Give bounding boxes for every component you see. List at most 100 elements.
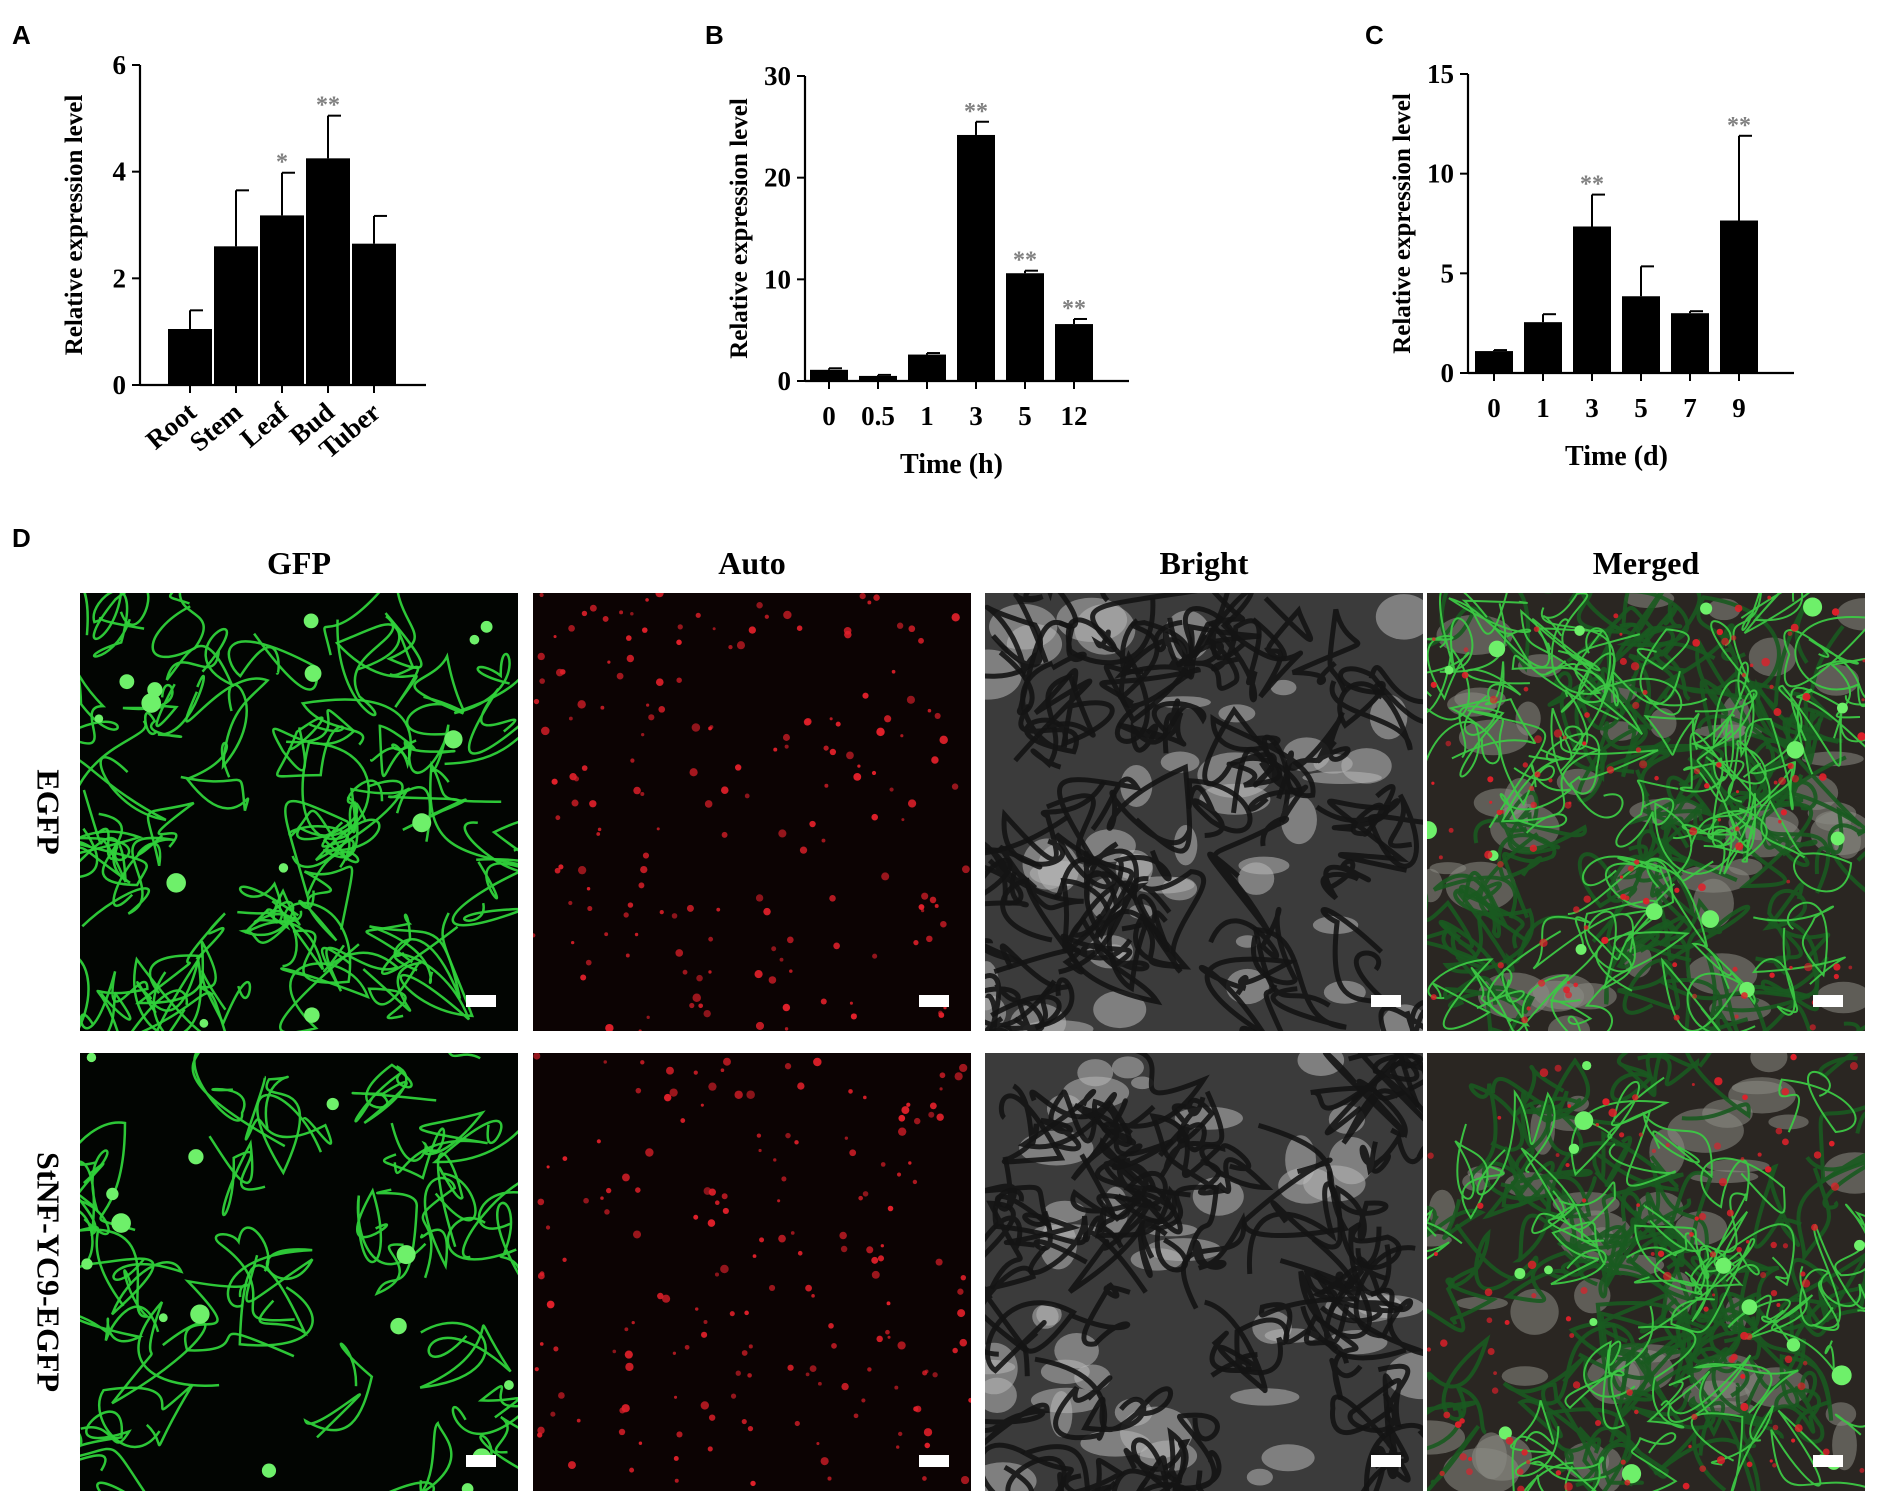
gfp-signal (98, 1383, 194, 1449)
chloroplast-dot (857, 764, 861, 768)
chloroplast-dot (720, 1068, 725, 1073)
nucleus (480, 620, 493, 633)
gfp-signal (1783, 616, 1865, 691)
gfp-signal (80, 1447, 146, 1491)
x-tick-label: 7 (1683, 393, 1697, 423)
cell-wall (1133, 893, 1192, 970)
chloroplast-dot (596, 1139, 601, 1144)
chloroplast-dot (900, 734, 904, 738)
gfp-signal (1550, 941, 1605, 1031)
chloroplast-dot (568, 900, 573, 906)
chloroplast-dot (722, 1207, 729, 1215)
nucleus (1574, 1111, 1594, 1130)
chloroplast-dot (1721, 637, 1730, 646)
nucleus (1514, 1268, 1526, 1279)
chloroplast-dot (1716, 1456, 1726, 1465)
cell-highlight (1261, 1444, 1315, 1472)
chloroplast-dot (796, 625, 803, 631)
chloroplast-dot (1735, 790, 1740, 794)
chloroplast-dot (581, 610, 588, 617)
nucleus (1786, 741, 1804, 759)
gfp-signal (446, 1201, 518, 1276)
gfp-signal (389, 1421, 453, 1491)
chloroplast-dot (696, 974, 703, 982)
chloroplast-dot (1693, 768, 1701, 775)
chloroplast-dot (1642, 689, 1648, 695)
nucleus (1854, 1239, 1865, 1251)
chloroplast-dot (1627, 865, 1635, 872)
chloroplast-dot (839, 1231, 847, 1240)
chloroplast-dot (1781, 1088, 1790, 1096)
chloroplast-dot (849, 1149, 857, 1157)
gfp-signal (444, 688, 518, 766)
cell-wall (1067, 908, 1163, 1006)
chloroplast-dot (906, 1102, 911, 1107)
cell-wall (1594, 1170, 1685, 1279)
chloroplast-dot (1431, 637, 1436, 641)
chloroplast-dot (1606, 766, 1615, 774)
cell-wall (985, 973, 1021, 1031)
chloroplast-dot (669, 1088, 678, 1097)
chloroplast-dot (1582, 741, 1587, 746)
chloroplast-dot (1624, 1479, 1631, 1486)
cell-wall (1448, 990, 1533, 1031)
chloroplast-dot (1665, 1143, 1670, 1148)
chloroplast-dot (794, 1420, 800, 1427)
chloroplast-dot (546, 1300, 555, 1309)
chloroplast-dot (1828, 1140, 1835, 1147)
micrograph-merged-1 (1427, 1053, 1865, 1491)
cell-wall (1665, 1266, 1719, 1355)
chloroplast-dot (1530, 801, 1537, 809)
chloroplast-dot (894, 1385, 899, 1390)
chloroplast-dot (962, 865, 970, 874)
gfp-signal (1638, 1238, 1756, 1341)
gfp-signal (406, 652, 465, 736)
chloroplast-dot (622, 1173, 630, 1182)
cell-wall (1427, 1277, 1499, 1333)
chloroplast-dot (747, 1373, 752, 1378)
chloroplast-dot (619, 610, 624, 615)
chloroplast-dot (861, 1398, 866, 1403)
chloroplast-dot (897, 1431, 903, 1437)
chloroplast-dot (1523, 686, 1529, 692)
chloroplast-dot (698, 1003, 704, 1009)
cell-wall (1601, 1172, 1684, 1247)
gfp-signal (365, 913, 459, 975)
gfp-signal (1692, 1363, 1799, 1442)
chloroplast-dot (577, 865, 587, 875)
chloroplast-dot (648, 714, 655, 721)
cell-wall (1359, 1131, 1423, 1176)
chloroplast-dot (1730, 635, 1737, 641)
gfp-signal (1540, 707, 1600, 795)
gfp-signal (1740, 593, 1811, 634)
gfp-signal (303, 1342, 374, 1439)
nucleus (86, 1053, 97, 1063)
chloroplast-dot (580, 974, 587, 981)
bar (306, 158, 350, 385)
cell-wall (1298, 1270, 1407, 1361)
gfp-signal (134, 912, 227, 1011)
chloroplast-dot (555, 815, 561, 821)
chloroplast-dot (1466, 1468, 1473, 1476)
x-tick-label: Leaf (234, 396, 294, 453)
chloroplast-dot (960, 1475, 970, 1485)
gfp-signal (429, 760, 518, 873)
chloroplast-dot (638, 1441, 643, 1445)
nucleus (461, 1483, 474, 1491)
gfp-signal (387, 786, 467, 842)
chloroplast-dot (1757, 1152, 1762, 1157)
bar (1006, 273, 1044, 381)
chloroplast-dot (736, 641, 746, 650)
chloroplast-dot (1438, 855, 1443, 860)
significance-label: ** (1062, 296, 1086, 322)
chloroplast-dot (640, 791, 645, 796)
cell-wall (1057, 1457, 1126, 1491)
chloroplast-dot (597, 827, 602, 832)
chloroplast-dot (1583, 895, 1591, 903)
chloroplast-dot (1770, 1290, 1778, 1297)
cell-wall (1631, 1333, 1744, 1430)
gfp-signal (185, 677, 270, 770)
chloroplast-dot (853, 1413, 859, 1419)
chloroplast-dot (553, 1346, 559, 1352)
gfp-signal (244, 1075, 333, 1145)
